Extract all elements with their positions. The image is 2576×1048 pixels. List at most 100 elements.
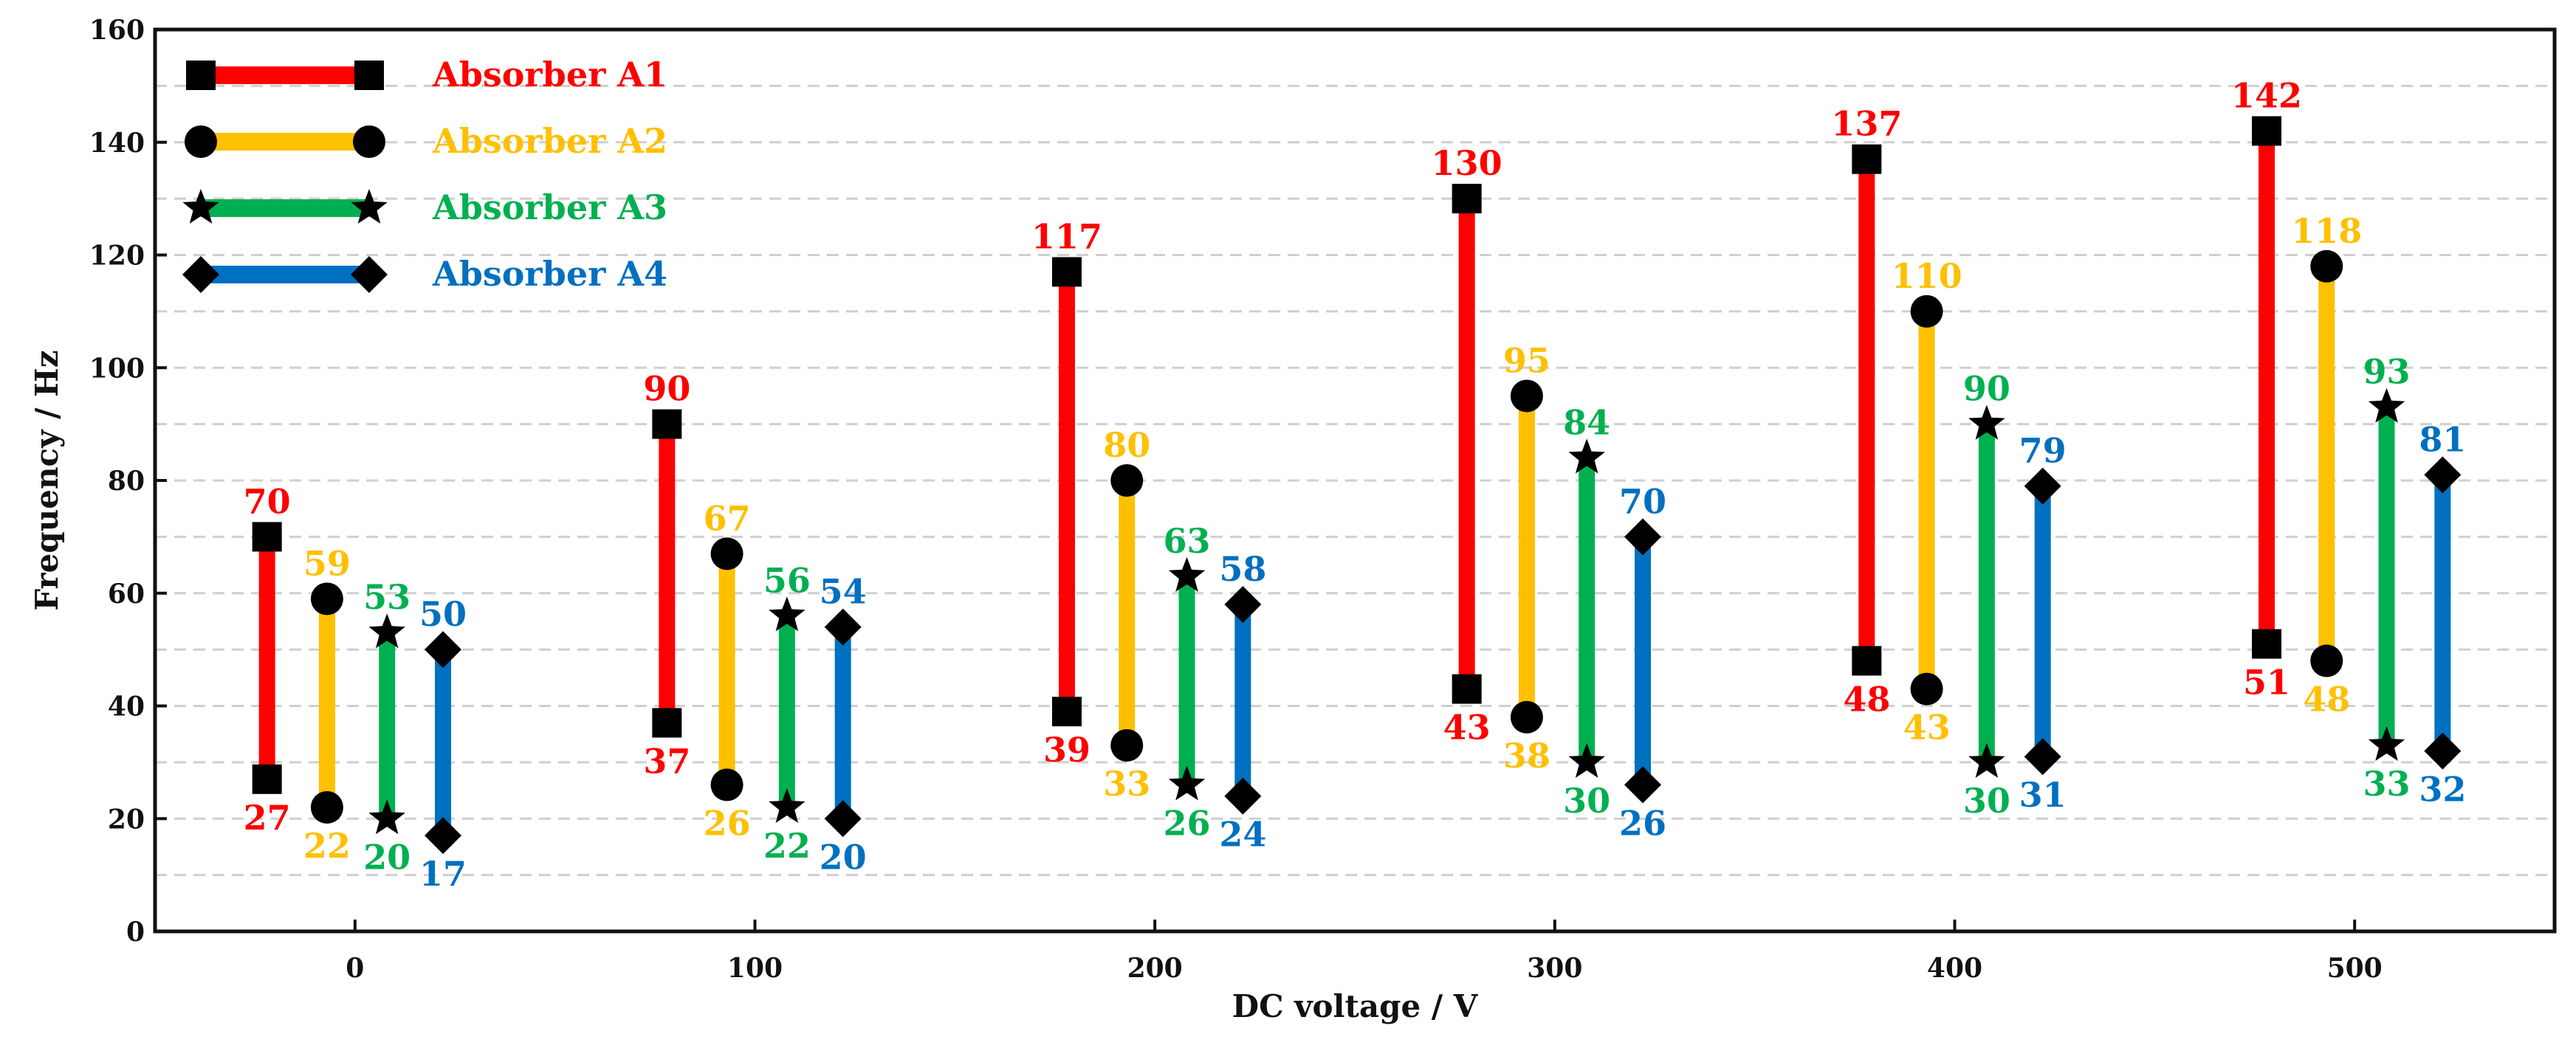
low-value-label: 20 xyxy=(363,837,411,877)
high-marker-a3 xyxy=(1568,438,1605,474)
low-value-label: 33 xyxy=(2363,764,2410,804)
low-value-label: 31 xyxy=(2019,775,2067,815)
high-marker-a4 xyxy=(2424,456,2462,494)
high-marker-a2 xyxy=(1510,379,1543,413)
y-axis-title: Frequency / Hz xyxy=(29,350,65,610)
high-value-label: 50 xyxy=(419,594,467,634)
high-marker-a4 xyxy=(824,608,862,646)
high-value-label: 110 xyxy=(1892,256,1962,296)
high-value-label: 67 xyxy=(704,498,751,538)
low-marker-a2 xyxy=(310,790,343,824)
x-tick-label: 0 xyxy=(346,953,364,984)
low-value-label: 26 xyxy=(704,803,751,843)
low-marker-a1 xyxy=(1452,674,1482,704)
x-tick-label: 400 xyxy=(1927,953,1982,984)
high-value-label: 90 xyxy=(1963,369,2010,409)
low-marker-a2 xyxy=(1910,672,1943,706)
low-marker-a4 xyxy=(2024,738,2061,776)
y-tick-label: 120 xyxy=(89,241,145,272)
high-value-label: 84 xyxy=(1563,402,1610,442)
low-value-label: 17 xyxy=(419,854,467,894)
high-marker-a1 xyxy=(2252,116,2281,146)
low-marker-a4 xyxy=(1624,766,1661,804)
high-marker-a4 xyxy=(1624,518,1661,556)
high-value-label: 70 xyxy=(1619,481,1666,521)
high-marker-a2 xyxy=(1110,464,1144,497)
high-value-label: 59 xyxy=(303,543,351,583)
high-value-label: 90 xyxy=(643,369,690,409)
legend-marker-a1 xyxy=(186,61,216,90)
legend-marker-a4 xyxy=(182,256,219,293)
high-value-label: 93 xyxy=(2363,352,2410,392)
x-tick-label: 300 xyxy=(1527,953,1582,984)
low-value-label: 20 xyxy=(820,837,867,877)
legend-label-a3: Absorber A3 xyxy=(432,187,667,227)
high-value-label: 56 xyxy=(763,560,811,600)
low-value-label: 32 xyxy=(2419,770,2466,810)
high-value-label: 53 xyxy=(363,577,411,617)
high-marker-a2 xyxy=(710,537,743,570)
low-value-label: 48 xyxy=(1843,679,1890,719)
high-marker-a3 xyxy=(1968,404,2005,440)
low-marker-a3 xyxy=(1968,742,2005,778)
high-value-label: 81 xyxy=(2419,419,2466,459)
high-value-label: 118 xyxy=(2291,211,2362,251)
low-value-label: 22 xyxy=(303,826,351,866)
x-tick-label: 100 xyxy=(727,953,783,984)
high-marker-a3 xyxy=(2368,387,2405,423)
low-value-label: 43 xyxy=(1443,708,1491,748)
high-marker-a1 xyxy=(1052,257,1082,287)
legend-marker-a4 xyxy=(351,256,388,293)
high-marker-a3 xyxy=(769,596,806,632)
low-marker-a3 xyxy=(1168,765,1206,801)
low-marker-a1 xyxy=(2252,629,2281,659)
low-marker-a3 xyxy=(368,799,405,835)
low-value-label: 43 xyxy=(1903,708,1951,748)
low-value-label: 30 xyxy=(1963,781,2010,821)
low-value-label: 27 xyxy=(244,798,291,838)
low-marker-a3 xyxy=(769,788,806,823)
high-marker-a4 xyxy=(425,631,461,669)
y-tick-label: 140 xyxy=(89,128,145,159)
y-tick-label: 60 xyxy=(108,579,145,610)
high-value-label: 137 xyxy=(1831,104,1902,144)
low-value-label: 30 xyxy=(1563,781,1610,821)
high-marker-a2 xyxy=(310,582,343,616)
legend-label-a1: Absorber A1 xyxy=(432,55,667,94)
high-marker-a2 xyxy=(2310,249,2343,283)
high-value-label: 70 xyxy=(244,481,291,521)
low-marker-a1 xyxy=(652,708,682,738)
high-marker-a1 xyxy=(1452,184,1482,214)
legend-marker-a1 xyxy=(354,61,384,90)
high-value-label: 142 xyxy=(2231,75,2302,115)
low-marker-a2 xyxy=(710,768,743,801)
low-marker-a2 xyxy=(1510,700,1543,734)
low-value-label: 48 xyxy=(2303,679,2350,719)
high-marker-a3 xyxy=(1168,556,1206,592)
low-marker-a2 xyxy=(2310,644,2343,678)
high-value-label: 54 xyxy=(820,572,867,612)
legend-marker-a3 xyxy=(351,189,388,224)
low-marker-a4 xyxy=(824,800,862,838)
legend-marker-a2 xyxy=(185,125,217,158)
x-axis-title: DC voltage / V xyxy=(1232,988,1479,1024)
low-value-label: 33 xyxy=(1103,764,1150,804)
axis-ticks: 0 20 40 60 80 100 120 140 160 0 100 200 300 400 500 xyxy=(89,15,2383,984)
low-marker-a4 xyxy=(425,817,461,855)
y-tick-label: 160 xyxy=(89,15,145,46)
high-marker-a1 xyxy=(1852,144,1882,174)
legend-marker-a2 xyxy=(353,125,385,158)
legend-marker-a3 xyxy=(182,189,219,224)
low-value-label: 51 xyxy=(2243,662,2290,702)
high-marker-a4 xyxy=(1224,586,1262,624)
low-marker-a1 xyxy=(252,764,282,794)
low-value-label: 26 xyxy=(1619,803,1666,843)
high-marker-a1 xyxy=(252,522,282,552)
low-marker-a3 xyxy=(1568,742,1605,778)
high-value-label: 117 xyxy=(1031,216,1102,256)
high-marker-a4 xyxy=(2024,467,2061,505)
low-marker-a4 xyxy=(1224,777,1262,815)
low-value-label: 38 xyxy=(1503,736,1550,776)
low-marker-a1 xyxy=(1052,697,1082,727)
